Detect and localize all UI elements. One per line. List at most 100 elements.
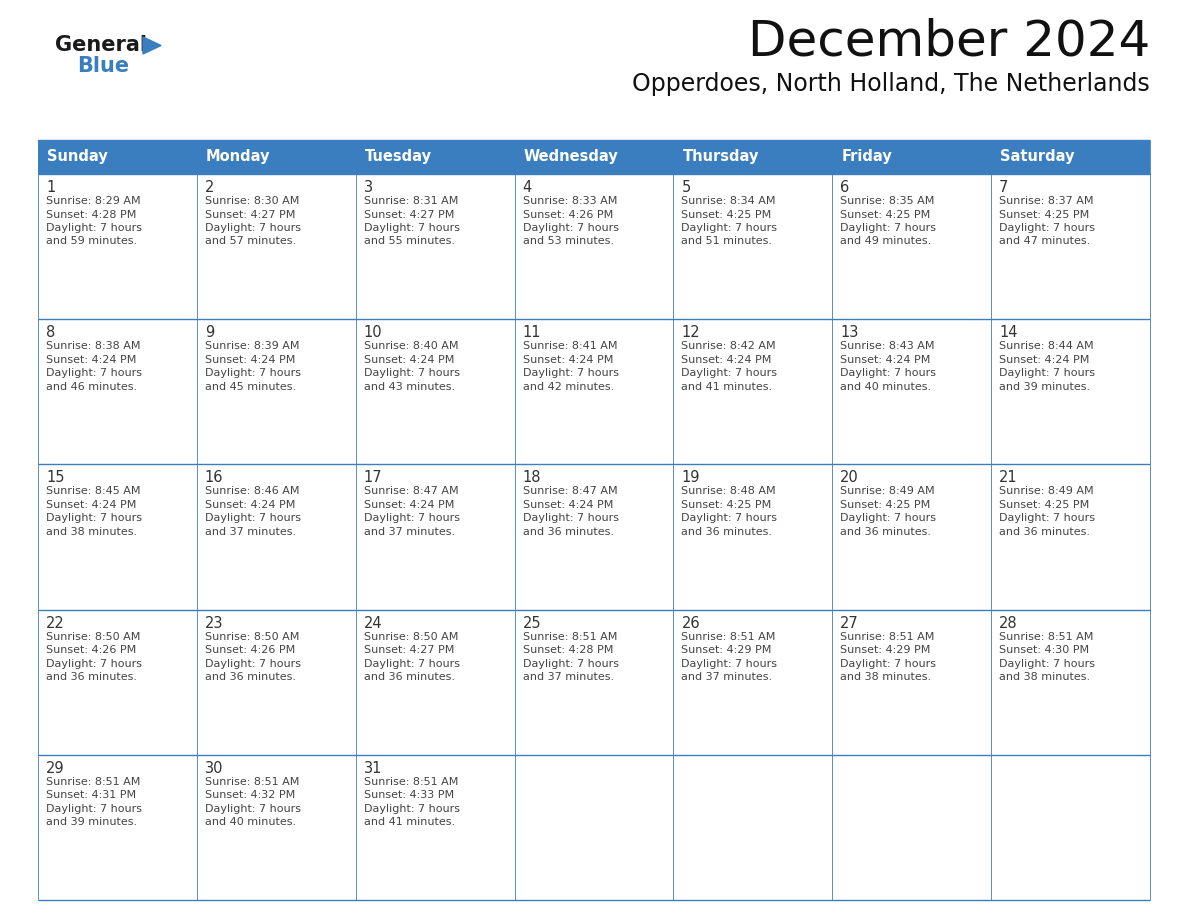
Text: Sunrise: 8:43 AM: Sunrise: 8:43 AM xyxy=(840,341,935,352)
Text: 12: 12 xyxy=(682,325,700,341)
Text: Daylight: 7 hours: Daylight: 7 hours xyxy=(46,658,143,668)
Text: Sunrise: 8:41 AM: Sunrise: 8:41 AM xyxy=(523,341,617,352)
Text: Sunset: 4:24 PM: Sunset: 4:24 PM xyxy=(999,354,1089,364)
Bar xyxy=(674,465,833,610)
Text: and 40 minutes.: and 40 minutes. xyxy=(204,817,296,827)
Bar xyxy=(833,610,991,755)
Bar xyxy=(674,610,833,755)
Bar xyxy=(514,610,674,755)
Text: Sunrise: 8:51 AM: Sunrise: 8:51 AM xyxy=(682,632,776,642)
Bar xyxy=(833,174,991,319)
Text: Saturday: Saturday xyxy=(1000,150,1075,164)
Text: 20: 20 xyxy=(840,470,859,486)
Text: 1: 1 xyxy=(46,180,56,195)
Text: Daylight: 7 hours: Daylight: 7 hours xyxy=(523,658,619,668)
Bar xyxy=(197,610,355,755)
Text: Sunrise: 8:47 AM: Sunrise: 8:47 AM xyxy=(523,487,618,497)
Text: Sunset: 4:24 PM: Sunset: 4:24 PM xyxy=(46,354,137,364)
Text: and 55 minutes.: and 55 minutes. xyxy=(364,237,455,247)
Text: Daylight: 7 hours: Daylight: 7 hours xyxy=(204,658,301,668)
Text: and 38 minutes.: and 38 minutes. xyxy=(840,672,931,682)
Text: Blue: Blue xyxy=(77,56,129,76)
Text: Daylight: 7 hours: Daylight: 7 hours xyxy=(840,223,936,233)
Text: 30: 30 xyxy=(204,761,223,776)
Text: Sunrise: 8:29 AM: Sunrise: 8:29 AM xyxy=(46,196,140,206)
Text: Daylight: 7 hours: Daylight: 7 hours xyxy=(204,223,301,233)
Text: and 36 minutes.: and 36 minutes. xyxy=(999,527,1091,537)
Text: Wednesday: Wednesday xyxy=(524,150,618,164)
Text: 19: 19 xyxy=(682,470,700,486)
Text: Sunset: 4:24 PM: Sunset: 4:24 PM xyxy=(523,354,613,364)
Text: 6: 6 xyxy=(840,180,849,195)
Text: Sunset: 4:24 PM: Sunset: 4:24 PM xyxy=(682,354,772,364)
Text: Daylight: 7 hours: Daylight: 7 hours xyxy=(46,368,143,378)
Bar xyxy=(833,319,991,465)
Text: 10: 10 xyxy=(364,325,383,341)
Text: and 36 minutes.: and 36 minutes. xyxy=(364,672,455,682)
Text: and 38 minutes.: and 38 minutes. xyxy=(46,527,137,537)
Text: and 41 minutes.: and 41 minutes. xyxy=(682,382,772,392)
Text: 22: 22 xyxy=(46,616,65,631)
Bar xyxy=(674,755,833,900)
Text: Daylight: 7 hours: Daylight: 7 hours xyxy=(999,513,1095,523)
Text: Sunrise: 8:34 AM: Sunrise: 8:34 AM xyxy=(682,196,776,206)
Bar xyxy=(355,755,514,900)
Text: Sunset: 4:25 PM: Sunset: 4:25 PM xyxy=(999,209,1089,219)
Text: Sunrise: 8:51 AM: Sunrise: 8:51 AM xyxy=(46,777,140,787)
Text: Sunrise: 8:45 AM: Sunrise: 8:45 AM xyxy=(46,487,140,497)
Text: Daylight: 7 hours: Daylight: 7 hours xyxy=(364,513,460,523)
Text: Daylight: 7 hours: Daylight: 7 hours xyxy=(999,658,1095,668)
Bar xyxy=(197,174,355,319)
Text: 27: 27 xyxy=(840,616,859,631)
Bar xyxy=(197,140,355,174)
Text: Sunset: 4:29 PM: Sunset: 4:29 PM xyxy=(840,645,930,655)
Text: Daylight: 7 hours: Daylight: 7 hours xyxy=(682,658,777,668)
Bar xyxy=(197,319,355,465)
Text: and 39 minutes.: and 39 minutes. xyxy=(999,382,1091,392)
Bar xyxy=(38,755,197,900)
Text: Tuesday: Tuesday xyxy=(365,150,431,164)
Text: Sunset: 4:27 PM: Sunset: 4:27 PM xyxy=(364,645,454,655)
Text: 16: 16 xyxy=(204,470,223,486)
Bar xyxy=(197,755,355,900)
Text: and 41 minutes.: and 41 minutes. xyxy=(364,817,455,827)
Bar xyxy=(514,174,674,319)
Text: Sunrise: 8:50 AM: Sunrise: 8:50 AM xyxy=(46,632,140,642)
Text: 17: 17 xyxy=(364,470,383,486)
Text: Sunrise: 8:38 AM: Sunrise: 8:38 AM xyxy=(46,341,140,352)
Text: Sunrise: 8:51 AM: Sunrise: 8:51 AM xyxy=(999,632,1093,642)
Bar xyxy=(833,465,991,610)
Bar xyxy=(355,174,514,319)
Bar xyxy=(991,610,1150,755)
Bar xyxy=(38,174,197,319)
Text: Daylight: 7 hours: Daylight: 7 hours xyxy=(364,658,460,668)
Text: Sunrise: 8:44 AM: Sunrise: 8:44 AM xyxy=(999,341,1094,352)
Text: and 42 minutes.: and 42 minutes. xyxy=(523,382,614,392)
Text: Sunset: 4:30 PM: Sunset: 4:30 PM xyxy=(999,645,1089,655)
Text: December 2024: December 2024 xyxy=(747,18,1150,66)
Text: Sunrise: 8:39 AM: Sunrise: 8:39 AM xyxy=(204,341,299,352)
Text: and 37 minutes.: and 37 minutes. xyxy=(204,527,296,537)
Text: Sunset: 4:24 PM: Sunset: 4:24 PM xyxy=(204,500,296,509)
Text: Sunrise: 8:50 AM: Sunrise: 8:50 AM xyxy=(364,632,459,642)
Text: Daylight: 7 hours: Daylight: 7 hours xyxy=(204,513,301,523)
Text: Sunset: 4:29 PM: Sunset: 4:29 PM xyxy=(682,645,772,655)
Text: 4: 4 xyxy=(523,180,532,195)
Text: Daylight: 7 hours: Daylight: 7 hours xyxy=(364,804,460,813)
Text: 3: 3 xyxy=(364,180,373,195)
Text: Daylight: 7 hours: Daylight: 7 hours xyxy=(46,513,143,523)
Text: Daylight: 7 hours: Daylight: 7 hours xyxy=(364,368,460,378)
Text: Daylight: 7 hours: Daylight: 7 hours xyxy=(840,658,936,668)
Text: 14: 14 xyxy=(999,325,1018,341)
Text: 18: 18 xyxy=(523,470,541,486)
Text: Sunrise: 8:42 AM: Sunrise: 8:42 AM xyxy=(682,341,776,352)
Text: and 46 minutes.: and 46 minutes. xyxy=(46,382,137,392)
Text: Daylight: 7 hours: Daylight: 7 hours xyxy=(523,513,619,523)
Text: Monday: Monday xyxy=(206,150,271,164)
Text: 31: 31 xyxy=(364,761,383,776)
Text: 15: 15 xyxy=(46,470,64,486)
Text: Daylight: 7 hours: Daylight: 7 hours xyxy=(523,368,619,378)
Bar xyxy=(991,174,1150,319)
Bar xyxy=(833,140,991,174)
Text: 26: 26 xyxy=(682,616,700,631)
